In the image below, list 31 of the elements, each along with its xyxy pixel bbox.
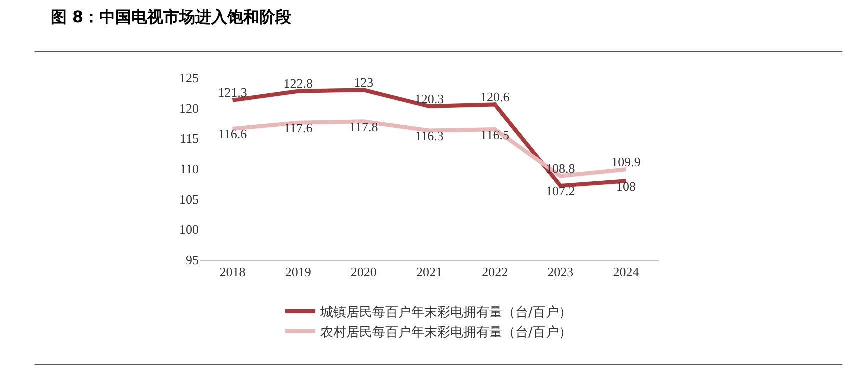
- x-tick-label: 2022: [482, 264, 508, 280]
- data-label: 120.6: [480, 89, 510, 104]
- data-label: 108: [616, 178, 636, 194]
- x-tick-label: 2021: [416, 264, 442, 280]
- x-tick-label: 2024: [613, 264, 640, 280]
- y-tick-label: 105: [180, 192, 199, 207]
- x-tick-label: 2019: [285, 264, 312, 280]
- data-label: 117.6: [284, 120, 314, 136]
- data-label: 107.2: [546, 184, 576, 199]
- data-label: 121.3: [218, 85, 248, 100]
- data-label: 122.8: [284, 76, 313, 92]
- data-label: 116.5: [480, 127, 510, 142]
- data-label: 123: [354, 74, 374, 90]
- y-tick-label: 100: [180, 222, 199, 238]
- chart-title: 图 8：中国电视市场进入饱和阶段: [50, 7, 293, 26]
- y-tick-label: 115: [180, 131, 199, 146]
- legend-label: 农村居民每百户年末彩电拥有量（台/百户）: [320, 325, 572, 340]
- x-tick-label: 2020: [350, 264, 377, 280]
- data-label: 108.8: [546, 161, 576, 176]
- x-tick-label: 2018: [220, 264, 246, 280]
- data-label: 116.6: [218, 126, 248, 142]
- x-tick-label: 2023: [548, 264, 574, 280]
- data-label: 117.8: [350, 119, 378, 134]
- y-tick-label: 95: [186, 252, 199, 268]
- y-tick-label: 120: [180, 100, 199, 116]
- y-tick-label: 110: [180, 162, 199, 177]
- y-tick-label: 125: [180, 70, 199, 86]
- data-label: 120.3: [414, 91, 444, 106]
- legend-label: 城镇居民每百户年末彩电拥有量（台/百户）: [320, 305, 572, 320]
- data-label: 116.3: [415, 128, 444, 144]
- data-label: 109.9: [612, 154, 641, 170]
